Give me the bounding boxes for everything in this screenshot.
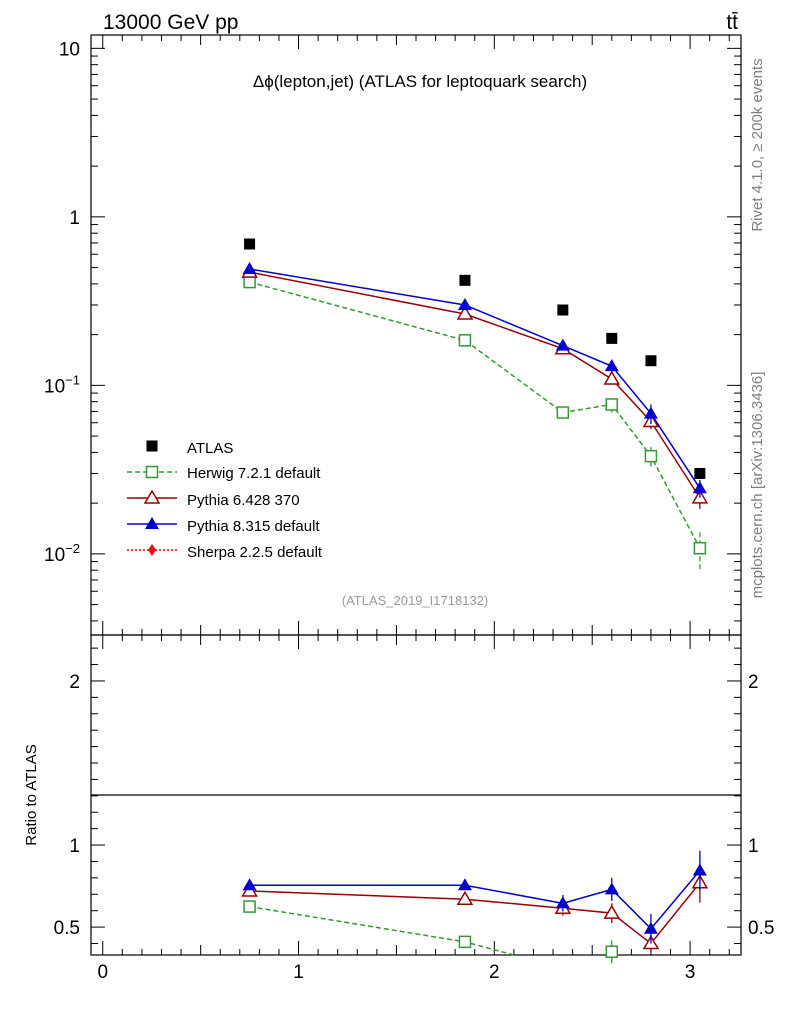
main-series-pythia-8-315-default xyxy=(242,262,707,498)
ratio-series-herwig-7-2-1-default-edge xyxy=(605,940,619,964)
x-tick-label: 0 xyxy=(97,962,108,983)
legend-sherpa-label: Sherpa 2.2.5 default xyxy=(187,544,323,561)
legend-sherpa-marker xyxy=(127,544,177,556)
main-data-point xyxy=(242,262,257,275)
legend-pythia8-marker xyxy=(127,517,177,529)
x-tick-label: 1 xyxy=(293,962,304,983)
legend-atlas-label: ATLAS xyxy=(187,440,233,457)
main-series-herwig-7-2-1-default xyxy=(243,275,707,570)
ratio-data-point xyxy=(555,896,570,909)
ratio-data-point xyxy=(458,935,472,949)
main-data-point xyxy=(456,305,474,320)
main-data-point xyxy=(243,275,256,289)
main-data-point xyxy=(555,338,570,351)
main-data-point xyxy=(606,332,618,344)
main-data-point xyxy=(604,359,619,372)
legend-entry-sherpa: Sherpa 2.2.5 default xyxy=(127,544,323,561)
legend-symbol xyxy=(145,465,159,479)
main-y-tick-label: 10−2 xyxy=(44,541,80,566)
ratio-data-point xyxy=(603,904,621,919)
ratio-series-pythia-8-315-default xyxy=(242,850,707,944)
legend-symbol xyxy=(146,440,158,452)
legend-pythia6-marker xyxy=(127,489,177,504)
main-series-line xyxy=(249,281,701,549)
ratio-y-tick-label-left: 0.5 xyxy=(54,918,80,939)
data-series xyxy=(241,238,709,964)
ratio-series-herwig-7-2-1-default xyxy=(243,900,515,956)
main-data-point xyxy=(644,449,658,463)
main-y-tick-label: 10 xyxy=(59,39,80,60)
main-data-point xyxy=(459,274,471,286)
legend-symbol xyxy=(145,517,159,529)
legend-pythia6-label: Pythia 6.428 370 xyxy=(187,492,300,509)
ratio-series-line xyxy=(249,870,701,930)
ratio-y-tick-label-right: 0.5 xyxy=(748,918,774,939)
legend-entry-pythia8: Pythia 8.315 default xyxy=(127,517,320,535)
main-series-atlas xyxy=(244,238,706,479)
main-data-point xyxy=(603,370,621,385)
main-y-tick-label: 1 xyxy=(69,208,80,229)
main-data-point xyxy=(692,481,707,494)
legend-symbol xyxy=(148,544,156,556)
plot-title: Δϕ(lepton,jet) (ATLAS for leptoquark sea… xyxy=(253,72,587,91)
legend-entry-atlas: ATLAS xyxy=(146,440,233,457)
ratio-data-point xyxy=(243,900,256,913)
ratio-y-tick-label-left: 2 xyxy=(69,672,80,693)
legend-entry-pythia6: Pythia 6.428 370 xyxy=(127,489,300,509)
main-data-point xyxy=(458,334,472,347)
tick-labels: 10 1 10−1 10−2 0 1 2 3 0.5 0.5 1 1 2 2 xyxy=(44,39,774,983)
legend-atlas-marker xyxy=(146,440,158,452)
ratio-y-tick-label-right: 1 xyxy=(748,836,759,857)
legend-entry-herwig: Herwig 7.2.1 default xyxy=(127,465,321,482)
main-data-point xyxy=(694,467,706,479)
analysis-code: (ATLAS_2019_I1718132) xyxy=(342,593,488,608)
process-label: tt̄ xyxy=(726,11,738,34)
main-data-point xyxy=(556,406,570,419)
ratio-data-point xyxy=(643,921,658,934)
ratio-data-point xyxy=(605,945,619,958)
main-data-point xyxy=(643,406,658,419)
energy-label: 13000 GeV pp xyxy=(103,11,238,34)
legend-pythia8-label: Pythia 8.315 default xyxy=(187,518,320,535)
legend-symbol xyxy=(143,489,161,504)
main-series-line xyxy=(249,271,701,499)
ratio-series-pythia-6-428-370 xyxy=(241,863,709,952)
main-data-point xyxy=(605,398,619,411)
legend-herwig-label: Herwig 7.2.1 default xyxy=(187,465,321,482)
legend-herwig-marker xyxy=(127,465,177,479)
main-data-point xyxy=(244,238,256,250)
ratio-data-point xyxy=(242,878,257,891)
ratio-data-point xyxy=(456,890,474,905)
ratio-data-point xyxy=(604,882,619,895)
ratio-series-line xyxy=(249,882,701,945)
x-tick-label: 3 xyxy=(685,962,696,983)
ratio-y-axis-label: Ratio to ATLAS xyxy=(23,744,40,845)
ratio-series-line xyxy=(249,905,515,956)
main-data-point xyxy=(645,355,657,367)
main-y-tick-label: 10−1 xyxy=(44,372,80,397)
main-series-line xyxy=(249,268,701,489)
ratio-data-point xyxy=(457,878,472,891)
ratio-y-tick-label-left: 1 xyxy=(69,836,80,857)
main-data-point xyxy=(693,541,707,555)
main-data-point xyxy=(557,304,569,316)
x-tick-label: 2 xyxy=(489,962,500,983)
mcplots-label: mcplots.cern.ch [arXiv:1306.3436] xyxy=(749,372,766,599)
ratio-data-point xyxy=(692,863,707,876)
ratio-y-tick-label-right: 2 xyxy=(748,672,759,693)
legend: ATLAS Herwig 7.2.1 default Pythia 6.428 … xyxy=(127,440,323,561)
main-data-point xyxy=(457,297,472,310)
rivet-version-label: Rivet 4.1.0, ≥ 200k events xyxy=(749,58,766,231)
